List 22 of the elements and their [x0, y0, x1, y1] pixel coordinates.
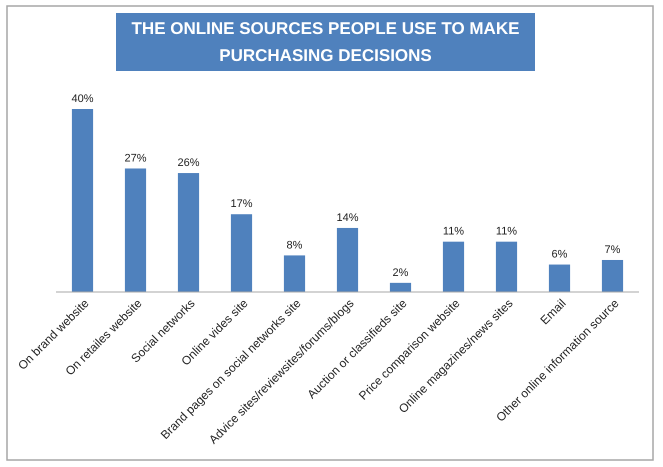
bar: [336, 228, 358, 292]
data-label: 11%: [496, 226, 518, 238]
data-label: 11%: [442, 226, 464, 238]
data-label: 7%: [604, 244, 621, 256]
bar: [284, 255, 306, 292]
bar: [390, 282, 412, 292]
bar: [230, 214, 252, 292]
data-label: 40%: [71, 93, 94, 105]
data-label: 8%: [286, 239, 303, 252]
bar: [548, 264, 570, 292]
data-label: 26%: [177, 157, 200, 170]
data-label: 14%: [336, 212, 359, 224]
data-label: 17%: [230, 198, 253, 210]
bar: [124, 168, 146, 292]
bar: [602, 260, 624, 292]
bar: [496, 242, 518, 292]
data-label: 27%: [124, 152, 147, 164]
bar: [178, 173, 200, 292]
data-label: 6%: [552, 248, 568, 261]
bar: [72, 109, 94, 292]
data-label: 2%: [392, 266, 409, 279]
bar: [442, 242, 464, 292]
